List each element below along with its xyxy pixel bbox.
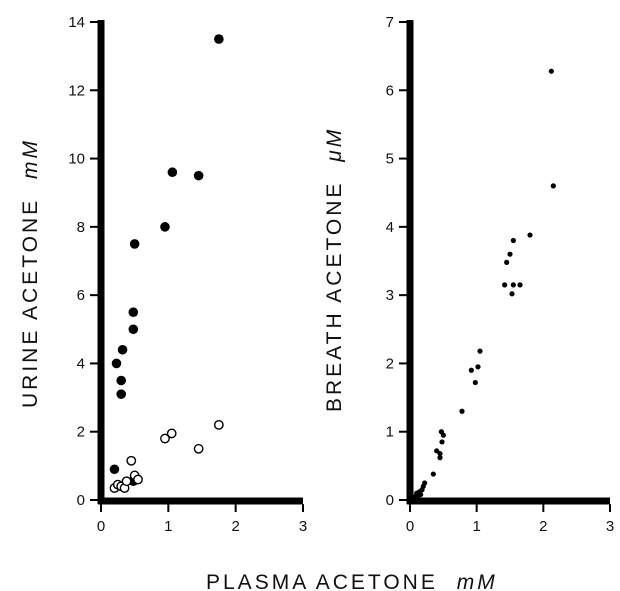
urine-y-tick-label: 6 [77, 287, 85, 304]
y-axis-label-urine: URINE ACETONE mM [19, 138, 42, 408]
breath-point [507, 251, 513, 257]
urine-point-filled [129, 239, 140, 249]
urine-point-filled [109, 464, 120, 475]
breath-point [510, 237, 516, 244]
breath-point [418, 491, 424, 498]
breath-point [527, 232, 533, 238]
urine-point-filled [193, 170, 204, 181]
breath-y-tick-label: 7 [386, 14, 394, 31]
breath-y-tick-label: 6 [386, 82, 394, 99]
breath-x-tick-label: 1 [472, 518, 480, 535]
x-axis-unit: mM [457, 571, 498, 591]
x-axis-label: PLASMA ACETONE mM [206, 571, 498, 591]
urine-point-open [166, 428, 177, 439]
breath-point [510, 282, 516, 288]
y-axis-label-urine-text: URINE ACETONE [19, 198, 42, 408]
breath-point [477, 348, 483, 354]
urine-x-tick-label: 0 [97, 518, 105, 535]
breath-point [430, 471, 436, 477]
urine-x-tick-label: 1 [164, 518, 172, 535]
breath-x-tick-label: 2 [539, 518, 547, 535]
urine-point-open [213, 419, 224, 430]
breath-point [550, 183, 556, 189]
breath-point [437, 450, 443, 457]
breath-x-tick-label: 0 [406, 518, 414, 535]
breath-y-tick-label: 3 [386, 287, 394, 304]
urine-y-tick-label: 10 [68, 151, 85, 168]
breath-y-tick-label: 4 [386, 219, 394, 236]
urine-point-open [121, 476, 132, 487]
breath-point [472, 379, 478, 386]
breath-point [517, 282, 523, 288]
x-axis-label-text: PLASMA ACETONE [206, 571, 438, 591]
breath-point [548, 68, 554, 74]
urine-y-tick-label: 12 [68, 82, 85, 99]
breath-point [502, 282, 508, 288]
breath-y-tick-label: 0 [386, 492, 394, 509]
urine-y-tick-label: 4 [77, 355, 85, 372]
urine-point-open [160, 433, 170, 444]
urine-point-open [133, 474, 143, 485]
urine-x-tick-label: 3 [299, 518, 307, 535]
urine-y-tick-label: 8 [77, 219, 85, 236]
urine-point-filled [128, 307, 139, 318]
breath-x-tick-label: 3 [606, 518, 614, 535]
urine-point-filled [111, 358, 122, 369]
urine-x-tick-label: 2 [231, 518, 239, 535]
y-axis-unit-urine: mM [19, 138, 42, 179]
breath-point [437, 455, 443, 461]
urine-point-filled [128, 324, 139, 335]
y-axis-unit-breath: μM [323, 127, 346, 163]
breath-point [475, 364, 481, 370]
urine-point-filled [116, 375, 126, 386]
breath-point [468, 367, 474, 373]
breath-y-tick-label: 1 [386, 424, 394, 441]
breath-point [504, 259, 510, 265]
urine-y-tick-label: 14 [68, 14, 85, 31]
urine-point-filled [116, 389, 126, 399]
urine-y-tick-label: 0 [77, 492, 85, 509]
urine-point-filled [167, 167, 178, 178]
breath-point [459, 408, 465, 414]
urine-point-open [126, 455, 137, 466]
urine-point-filled [117, 344, 128, 355]
breath-point [422, 480, 428, 486]
breath-acetone-panel: 0 1 2 3 4 5 6 7 0 1 2 3 [386, 14, 615, 535]
breath-y-tick-label: 2 [386, 355, 394, 372]
breath-y-tick-label: 5 [386, 151, 394, 168]
breath-point [440, 432, 446, 438]
y-axis-label-breath: BREATH ACETONE μM [323, 127, 346, 412]
breath-point [509, 291, 515, 297]
urine-y-tick-label: 2 [77, 424, 85, 441]
urine-point-filled [160, 222, 170, 232]
breath-point [439, 439, 445, 445]
urine-point-filled [214, 34, 224, 44]
urine-point-open [193, 443, 204, 454]
y-axis-label-breath-text: BREATH ACETONE [323, 181, 346, 412]
